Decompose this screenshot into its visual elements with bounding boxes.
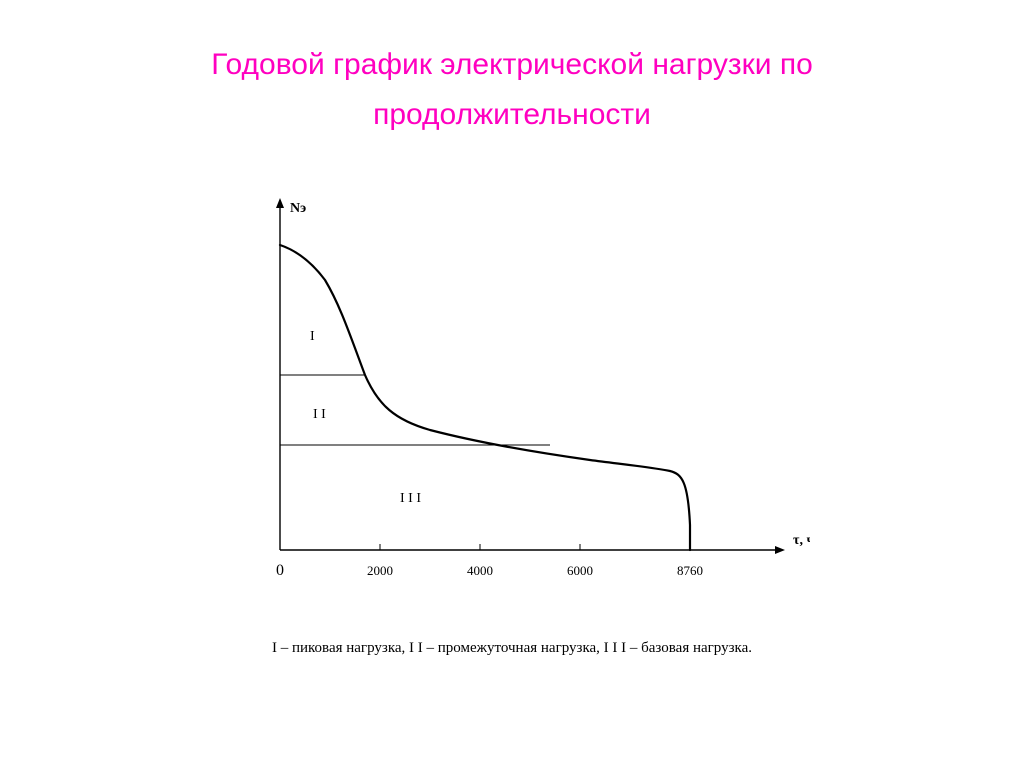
svg-text:Nэ: Nэ — [290, 201, 306, 216]
svg-text:I I: I I — [313, 407, 326, 422]
svg-text:I I I: I I I — [400, 491, 421, 506]
load-duration-chart: 0 2000 4000 6000 8760 Nэ τ, час I I I I I I — [250, 190, 810, 620]
title-line-1: Годовой график электрической нагрузки по — [0, 40, 1024, 90]
svg-text:I: I — [310, 329, 315, 344]
slide-title: Годовой график электрической нагрузки по… — [0, 40, 1024, 140]
chart-caption: I – пиковая нагрузка, I I – промежуточна… — [0, 640, 1024, 657]
svg-text:2000: 2000 — [367, 563, 393, 578]
svg-text:8760: 8760 — [677, 563, 703, 578]
slide: Годовой график электрической нагрузки по… — [0, 0, 1024, 767]
svg-text:4000: 4000 — [467, 563, 493, 578]
chart-svg: 0 2000 4000 6000 8760 Nэ τ, час I I I I I I — [250, 190, 810, 620]
svg-text:τ, час: τ, час — [793, 533, 810, 548]
svg-text:0: 0 — [276, 562, 284, 579]
svg-text:6000: 6000 — [567, 563, 593, 578]
title-line-2: продолжительности — [0, 90, 1024, 140]
